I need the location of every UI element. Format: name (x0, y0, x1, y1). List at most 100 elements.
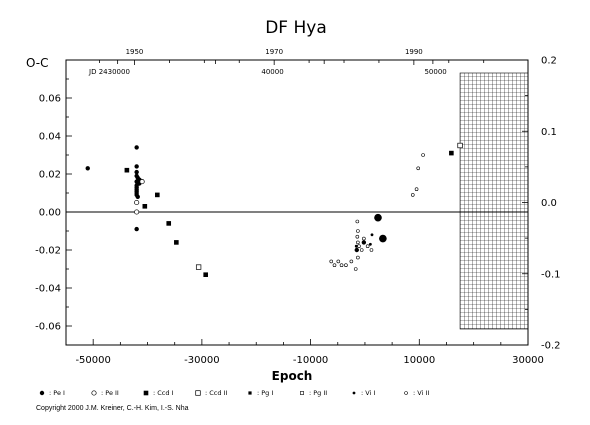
data-point (449, 150, 454, 156)
data-point (355, 219, 360, 224)
x-tick-label: 30000 (512, 355, 544, 366)
legend-item: : Vi I (350, 389, 375, 397)
open-circle-icon (91, 390, 97, 396)
y-tick-label: 0.00 (39, 208, 61, 219)
data-point (368, 242, 372, 246)
x-tick-label: -10000 (293, 355, 328, 366)
legend-item: : Pg II (298, 389, 327, 397)
legend-item: : Ccd I (142, 389, 173, 397)
legend-item: : Ccd II (194, 389, 227, 397)
data-point (134, 209, 140, 215)
legend-label: : Pe I (49, 389, 65, 397)
data-point (336, 259, 341, 264)
data-point (203, 272, 208, 277)
copyright: Copyright 2000 J.M. Kreiner, C.-H. Kim, … (36, 405, 189, 412)
legend-marker (39, 390, 45, 396)
year-tick-label: 1990 (405, 48, 423, 56)
y-axis-label: O-C (26, 56, 49, 70)
data-point (355, 234, 360, 239)
data-point (414, 187, 419, 191)
filled-square-icon (143, 390, 149, 396)
jd-label: 40000 (261, 68, 283, 76)
x-axis-label: Epoch (272, 369, 313, 383)
data-point (85, 166, 90, 171)
data-point (365, 244, 370, 248)
data-point (134, 169, 139, 175)
legend-label: : Pg II (309, 389, 328, 397)
data-point (416, 166, 421, 171)
legend-marker (404, 391, 408, 395)
data-point (362, 236, 366, 241)
data-point (142, 204, 148, 209)
jd-label: JD 2430000 (88, 68, 130, 76)
data-point (349, 259, 354, 264)
right-tick-label: 0.1 (541, 127, 557, 138)
data-point (356, 240, 360, 245)
filled-circle-icon (39, 390, 45, 396)
data-point (356, 255, 360, 260)
data-point (155, 192, 160, 198)
data-point (354, 244, 358, 248)
data-point (134, 199, 140, 206)
legend-item: : Pg I (246, 389, 273, 397)
y-tick-label: 0.06 (39, 94, 61, 105)
legend-label: : Vi II (413, 389, 430, 397)
legend-marker (143, 390, 149, 396)
data-point (339, 263, 344, 268)
legend-item: : Pe II (90, 389, 119, 397)
year-tick-label: 1950 (126, 48, 144, 56)
legend: : Pe I : Pe II : Ccd I : Ccd II : Pg I : Pg I… (38, 389, 578, 401)
open-square-small-icon (300, 391, 304, 395)
legend-item: : Vi II (402, 389, 429, 397)
x-tick-label: 10000 (403, 355, 435, 366)
legend-label: : Ccd I (153, 389, 174, 397)
data-point (139, 179, 145, 185)
data-point (344, 263, 348, 268)
x-tick-label: -30000 (184, 355, 219, 366)
hatched-region (459, 72, 529, 330)
y-tick-label: -0.02 (35, 246, 61, 257)
data-point (356, 229, 360, 233)
open-dot-icon (404, 391, 408, 395)
y-tick-label: 0.02 (39, 170, 61, 181)
data-point (353, 267, 358, 271)
data-point (457, 142, 463, 149)
data-point (134, 164, 139, 169)
jd-label: 50000 (424, 68, 446, 76)
data-point (124, 167, 130, 173)
data-point (134, 226, 139, 232)
data-point (174, 240, 179, 245)
legend-marker (300, 391, 304, 395)
data-point (332, 263, 337, 268)
legend-item: : Pe I (38, 389, 65, 397)
filled-square-small-icon (248, 391, 252, 395)
data-point (369, 248, 374, 252)
data-point (166, 221, 172, 226)
legend-marker (352, 391, 356, 395)
legend-label: : Vi I (361, 389, 376, 397)
legend-label: : Ccd II (205, 389, 228, 397)
right-tick-label: 0.0 (541, 198, 557, 209)
y-tick-label: -0.04 (35, 284, 61, 295)
legend-marker (195, 390, 201, 396)
legend-marker (91, 390, 97, 396)
data-point (410, 193, 415, 197)
data-point (359, 248, 364, 252)
y-tick-label: -0.06 (35, 322, 61, 333)
data-point (374, 213, 382, 222)
data-point (354, 247, 359, 253)
x-tick-label: -50000 (75, 355, 110, 366)
data-point (361, 240, 367, 245)
data-point (421, 153, 425, 157)
year-tick-label: 1970 (265, 48, 283, 56)
data-point (195, 264, 202, 270)
filled-dot-icon (352, 391, 356, 395)
right-tick-label: -0.1 (541, 269, 561, 280)
data-point (379, 234, 387, 243)
y-tick-label: 0.04 (39, 132, 61, 143)
chart-title: DF Hya (265, 18, 327, 38)
legend-marker (248, 391, 252, 395)
right-tick-label: 0.2 (541, 56, 557, 67)
data-point (329, 259, 334, 264)
